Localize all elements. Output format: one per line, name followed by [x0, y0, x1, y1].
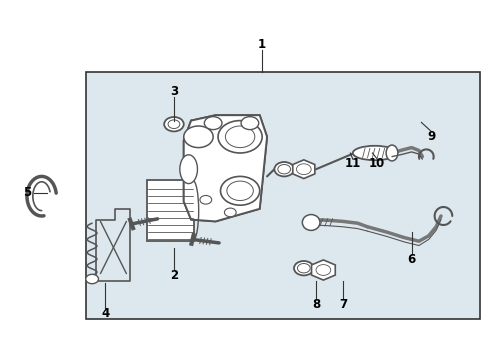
Text: 7: 7: [339, 298, 347, 311]
Circle shape: [86, 274, 98, 284]
Text: 5: 5: [23, 186, 31, 199]
Ellipse shape: [353, 146, 397, 160]
Circle shape: [220, 176, 260, 205]
Circle shape: [204, 117, 222, 130]
Circle shape: [274, 162, 294, 176]
Ellipse shape: [180, 155, 197, 184]
Circle shape: [164, 117, 184, 131]
Circle shape: [184, 126, 213, 148]
Circle shape: [218, 121, 262, 153]
Ellipse shape: [302, 215, 320, 230]
Circle shape: [241, 117, 259, 130]
Circle shape: [225, 126, 255, 148]
Text: 9: 9: [427, 130, 435, 143]
Circle shape: [200, 195, 212, 204]
Text: 8: 8: [312, 298, 320, 311]
Circle shape: [316, 265, 331, 275]
Circle shape: [278, 165, 291, 174]
Text: 10: 10: [369, 157, 386, 170]
Text: 1: 1: [258, 39, 266, 51]
Circle shape: [294, 261, 314, 275]
Text: 3: 3: [170, 85, 178, 98]
Circle shape: [227, 181, 253, 201]
Circle shape: [296, 164, 311, 175]
Text: 4: 4: [101, 307, 109, 320]
FancyBboxPatch shape: [147, 180, 194, 241]
Polygon shape: [312, 260, 335, 280]
Ellipse shape: [386, 145, 398, 161]
Text: 6: 6: [408, 253, 416, 266]
Circle shape: [297, 264, 310, 273]
Circle shape: [224, 208, 236, 217]
FancyBboxPatch shape: [86, 72, 480, 319]
Text: 11: 11: [344, 157, 361, 170]
Circle shape: [168, 120, 180, 129]
Polygon shape: [184, 115, 267, 221]
Text: 2: 2: [170, 269, 178, 282]
Polygon shape: [293, 160, 315, 179]
